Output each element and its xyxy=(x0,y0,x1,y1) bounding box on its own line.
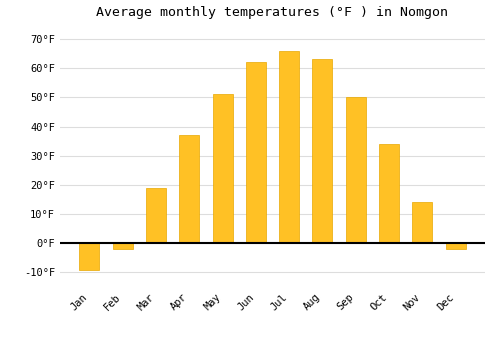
Bar xyxy=(379,144,399,243)
Bar xyxy=(179,135,199,243)
Title: Average monthly temperatures (°F ) in Nomgon: Average monthly temperatures (°F ) in No… xyxy=(96,6,448,19)
Bar xyxy=(80,243,100,270)
Bar xyxy=(112,243,132,249)
Bar xyxy=(446,243,466,249)
Bar xyxy=(279,51,299,243)
Bar xyxy=(146,188,166,243)
Bar xyxy=(412,202,432,243)
Bar xyxy=(346,97,366,243)
Bar xyxy=(312,60,332,243)
Bar xyxy=(212,94,233,243)
Bar xyxy=(246,62,266,243)
